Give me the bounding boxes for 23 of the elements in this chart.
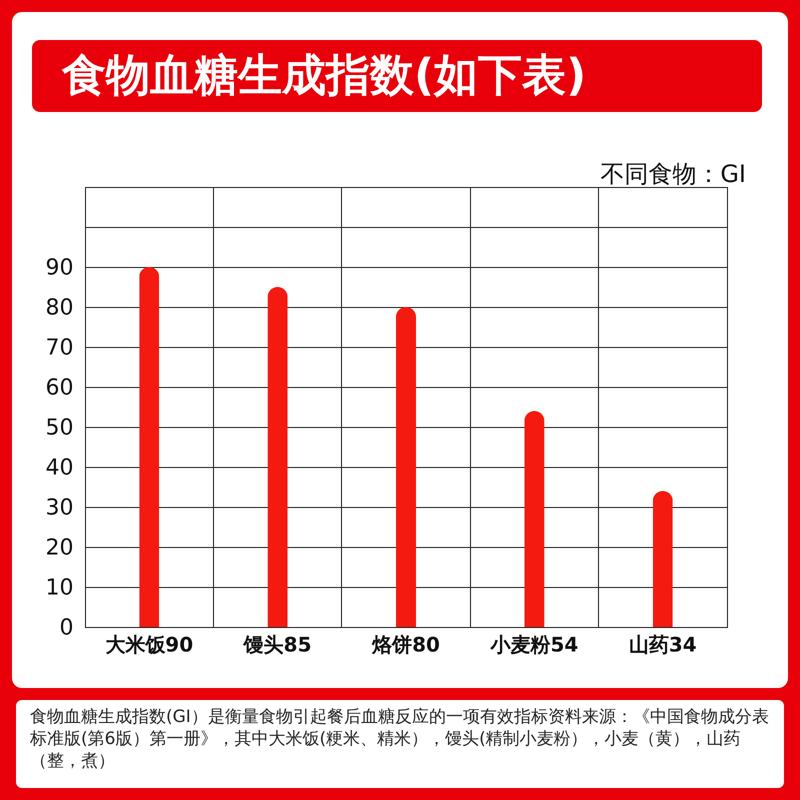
bar (524, 411, 544, 627)
y-tick-label: 60 (46, 376, 74, 400)
x-tick-label: 山药34 (628, 632, 697, 656)
y-tick-label: 10 (46, 576, 74, 600)
y-tick-label: 80 (46, 296, 74, 320)
x-tick-label: 小麦粉54 (489, 632, 578, 656)
x-tick-label: 馒头85 (242, 632, 312, 656)
y-tick-label: 30 (46, 496, 74, 520)
y-tick-label: 90 (46, 256, 74, 280)
y-tick-label: 50 (46, 416, 74, 440)
y-tick-label: 40 (46, 456, 74, 480)
text: 食物血糖生成指数(GI）是衡量食物引起餐后血糖反应的一项有效指标资料来源：《中国食物成分表标准版(第6版）第一册》，其中大米饭(粳米、精米），馒头(精制小麦粉），小麦（黄），山药（整，煮） (16, 700, 784, 788)
bar (139, 267, 160, 627)
x-tick-label: 烙饼80 (371, 632, 440, 656)
y-axis-title: 不同食物：GI (600, 159, 746, 190)
bar (652, 491, 673, 627)
y-tick-label: 0 (60, 616, 74, 640)
x-tick-label: 大米饭90 (105, 632, 194, 656)
chart-title: 食物血糖生成指数(如下表) (32, 40, 762, 112)
bar (396, 307, 416, 627)
bar (268, 287, 288, 627)
y-tick-label: 70 (46, 336, 74, 360)
y-tick-label: 20 (46, 536, 74, 560)
